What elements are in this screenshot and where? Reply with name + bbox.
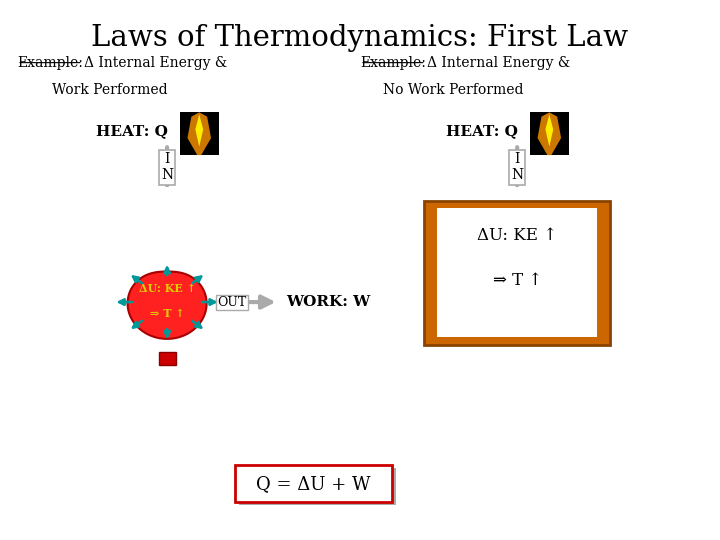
Polygon shape: [187, 112, 211, 155]
FancyBboxPatch shape: [158, 352, 176, 365]
Text: Laws of Thermodynamics: First Law: Laws of Thermodynamics: First Law: [91, 24, 629, 52]
FancyBboxPatch shape: [179, 112, 219, 155]
Polygon shape: [127, 272, 207, 339]
FancyBboxPatch shape: [235, 465, 392, 503]
Text: Work Performed: Work Performed: [52, 83, 168, 97]
FancyBboxPatch shape: [424, 200, 610, 345]
Text: ΔU: KE ↑: ΔU: KE ↑: [477, 227, 557, 244]
FancyBboxPatch shape: [238, 468, 396, 505]
Text: I
N: I N: [511, 152, 523, 183]
Text: Δ Internal Energy &: Δ Internal Energy &: [84, 56, 228, 70]
FancyBboxPatch shape: [530, 112, 569, 155]
Text: HEAT: Q: HEAT: Q: [446, 124, 518, 138]
Text: ⇒ T ↑: ⇒ T ↑: [492, 272, 542, 289]
Text: No Work Performed: No Work Performed: [382, 83, 523, 97]
Polygon shape: [545, 114, 553, 146]
Text: OUT: OUT: [217, 295, 247, 308]
Text: I
N: I N: [161, 152, 174, 183]
Polygon shape: [538, 112, 561, 155]
Polygon shape: [195, 114, 203, 146]
Text: Δ Internal Energy &: Δ Internal Energy &: [427, 56, 570, 70]
Text: Example:: Example:: [360, 56, 426, 70]
FancyBboxPatch shape: [437, 208, 597, 337]
Text: HEAT: Q: HEAT: Q: [96, 124, 168, 138]
Text: Example:: Example:: [17, 56, 83, 70]
Text: Q = ΔU + W: Q = ΔU + W: [256, 475, 371, 493]
Text: ⇒ T ↑: ⇒ T ↑: [150, 308, 184, 319]
Text: ΔU: KE ↑: ΔU: KE ↑: [138, 283, 196, 294]
Text: WORK: W: WORK: W: [286, 295, 370, 309]
